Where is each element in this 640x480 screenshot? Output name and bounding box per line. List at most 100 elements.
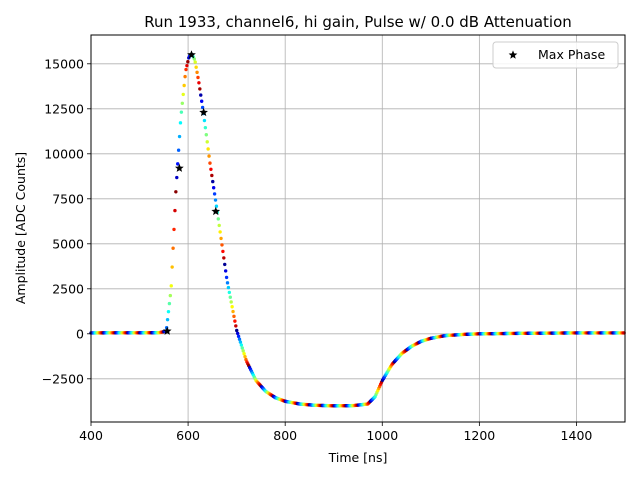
waveform-point	[227, 290, 232, 295]
waveform-point	[186, 60, 190, 64]
waveform-point	[238, 340, 243, 344]
waveform-point	[197, 81, 201, 85]
y-axis-label: Amplitude [ADC Counts]	[13, 152, 28, 304]
waveform-series	[89, 52, 626, 408]
waveform-point	[226, 285, 231, 290]
waveform-point	[168, 293, 173, 298]
waveform-point	[204, 133, 208, 137]
plot-area	[89, 34, 626, 423]
waveform-point	[179, 110, 184, 114]
grid	[90, 35, 625, 422]
waveform-point	[219, 236, 223, 241]
waveform-point	[218, 230, 222, 234]
waveform-point	[169, 284, 173, 288]
waveform-point	[176, 148, 181, 152]
x-tick-label: 800	[273, 428, 297, 443]
legend: Max Phase	[492, 41, 619, 69]
x-tick-label: 400	[79, 428, 103, 443]
waveform-point	[184, 67, 188, 72]
waveform-point	[203, 125, 208, 130]
waveform-point	[207, 154, 211, 158]
max-phase-marker	[199, 107, 208, 117]
waveform-point	[165, 317, 170, 322]
waveform-point	[242, 352, 246, 356]
y-tick-label: 5000	[52, 236, 84, 251]
waveform-point	[167, 301, 172, 306]
y-tick-label: 15000	[44, 56, 84, 71]
waveform-point	[239, 343, 244, 347]
waveform-point	[216, 217, 220, 221]
waveform-point	[211, 179, 215, 184]
waveform-point	[211, 186, 216, 190]
max-phase-marker	[211, 206, 221, 216]
waveform-point	[235, 328, 239, 333]
x-tick-label: 1000	[366, 428, 398, 443]
y-tick-label: 12500	[44, 101, 84, 116]
waveform-point	[235, 331, 240, 336]
waveform-point	[181, 92, 185, 97]
x-tick-label: 1200	[463, 428, 495, 443]
waveform-point	[171, 246, 175, 250]
waveform-point	[198, 87, 202, 91]
waveform-point	[231, 309, 235, 314]
waveform-point	[177, 134, 182, 139]
waveform-point	[172, 227, 176, 232]
y-tick-label: 2500	[52, 281, 84, 296]
max-phase-marker	[174, 163, 184, 172]
waveform-point	[199, 99, 204, 103]
waveform-point	[214, 204, 219, 208]
waveform-point	[195, 70, 199, 75]
waveform-point	[185, 63, 189, 68]
waveform-point	[234, 324, 238, 328]
waveform-point	[230, 305, 234, 309]
max-phase-markers	[162, 50, 221, 335]
waveform-point	[178, 121, 183, 125]
waveform-point	[237, 337, 242, 341]
waveform-point	[217, 223, 221, 228]
waveform-point	[182, 83, 186, 88]
x-axis: 400 600 800 1000 1200 1400	[79, 422, 592, 443]
waveform-point	[229, 300, 233, 304]
waveform-point	[224, 275, 229, 280]
waveform-point	[199, 93, 203, 97]
waveform-point	[173, 208, 177, 213]
waveform-point	[180, 101, 185, 105]
waveform-point	[212, 192, 217, 196]
max-phase-marker	[162, 326, 172, 335]
max-phase-marker	[187, 50, 196, 59]
x-tick-label: 1400	[561, 428, 593, 443]
waveform-point	[223, 269, 228, 273]
plot-background	[91, 35, 625, 422]
legend-star-icon	[508, 50, 518, 59]
waveform-point	[176, 162, 180, 166]
waveform-point	[241, 349, 245, 353]
waveform-point	[174, 190, 178, 194]
waveform-point	[228, 295, 232, 299]
waveform-point	[206, 147, 210, 151]
y-axis: −2500 0 2500 5000 7500 10000 12500 15000	[42, 56, 91, 386]
y-tick-label: 10000	[44, 146, 84, 161]
waveform-point	[196, 75, 200, 80]
legend-entry-max-phase: Max Phase	[538, 47, 605, 62]
waveform-point	[213, 198, 218, 202]
waveform-point	[225, 281, 230, 285]
chart-title: Run 1933, channel6, hi gain, Pulse w/ 0.…	[144, 13, 572, 31]
plot-frame	[90, 34, 626, 423]
waveform-point	[232, 314, 236, 319]
waveform-point	[222, 256, 226, 260]
waveform-point	[233, 319, 237, 323]
y-tick-label: −2500	[42, 371, 84, 386]
waveform-point	[240, 346, 244, 350]
y-tick-label: 7500	[52, 191, 84, 206]
waveform-point	[243, 354, 247, 359]
waveform-point	[205, 140, 209, 144]
x-tick-label: 600	[176, 428, 200, 443]
waveform-point	[221, 249, 225, 254]
waveform-point	[209, 167, 213, 171]
x-axis-label: Time [ns]	[328, 450, 388, 465]
y-tick-label: 0	[76, 326, 84, 341]
waveform-point	[223, 262, 227, 267]
waveform-point	[208, 161, 212, 165]
waveform-point	[166, 309, 171, 314]
waveform-point	[170, 265, 174, 269]
